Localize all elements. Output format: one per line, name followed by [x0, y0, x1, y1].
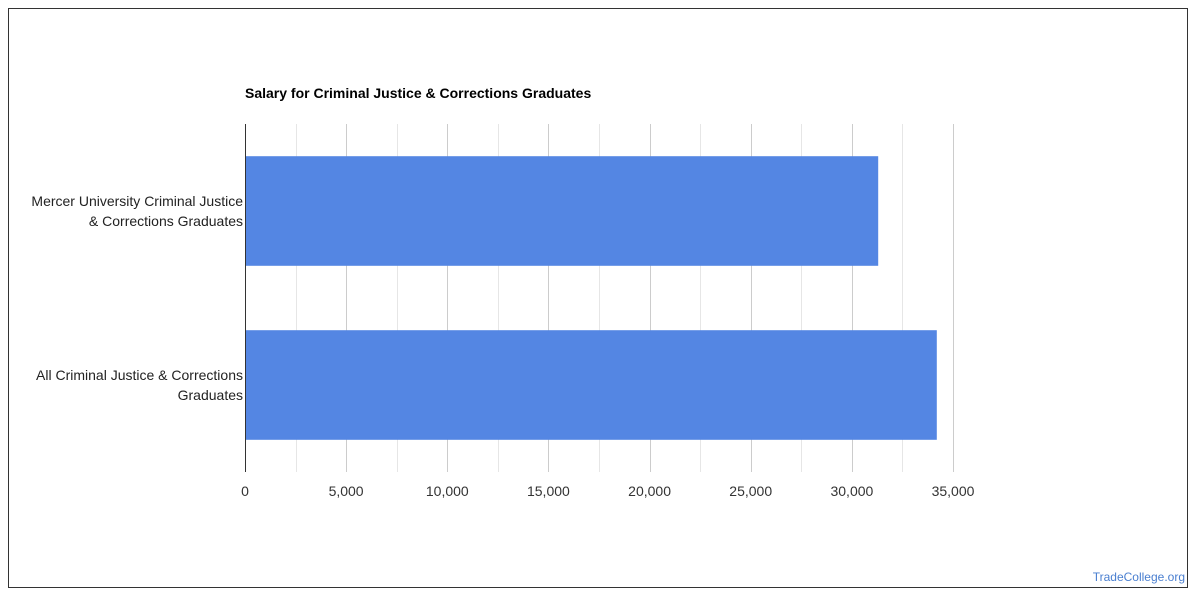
category-label-line: Mercer University Criminal Justice — [31, 193, 243, 209]
bar — [245, 330, 937, 440]
bar — [245, 156, 879, 266]
x-tick-label: 15,000 — [527, 483, 570, 499]
category-label-line: Graduates — [177, 387, 243, 403]
x-tick-label: 25,000 — [729, 483, 772, 499]
chart-title: Salary for Criminal Justice & Correction… — [245, 85, 592, 101]
x-tick-label: 5,000 — [329, 483, 364, 499]
x-tick-label: 20,000 — [628, 483, 671, 499]
category-label-line: & Corrections Graduates — [88, 213, 243, 229]
category-label-line: All Criminal Justice & Corrections — [36, 367, 243, 383]
x-tick-label: 30,000 — [830, 483, 873, 499]
x-tick-label: 0 — [241, 483, 249, 499]
category-label: All Criminal Justice & Corrections Gradua… — [7, 365, 243, 405]
category-label: Mercer University Criminal Justice & Corr… — [7, 191, 243, 231]
x-tick-label: 35,000 — [932, 483, 975, 499]
watermark-link[interactable]: TradeCollege.org — [1092, 570, 1185, 584]
x-tick-label: 10,000 — [426, 483, 469, 499]
chart-frame — [8, 8, 1188, 588]
